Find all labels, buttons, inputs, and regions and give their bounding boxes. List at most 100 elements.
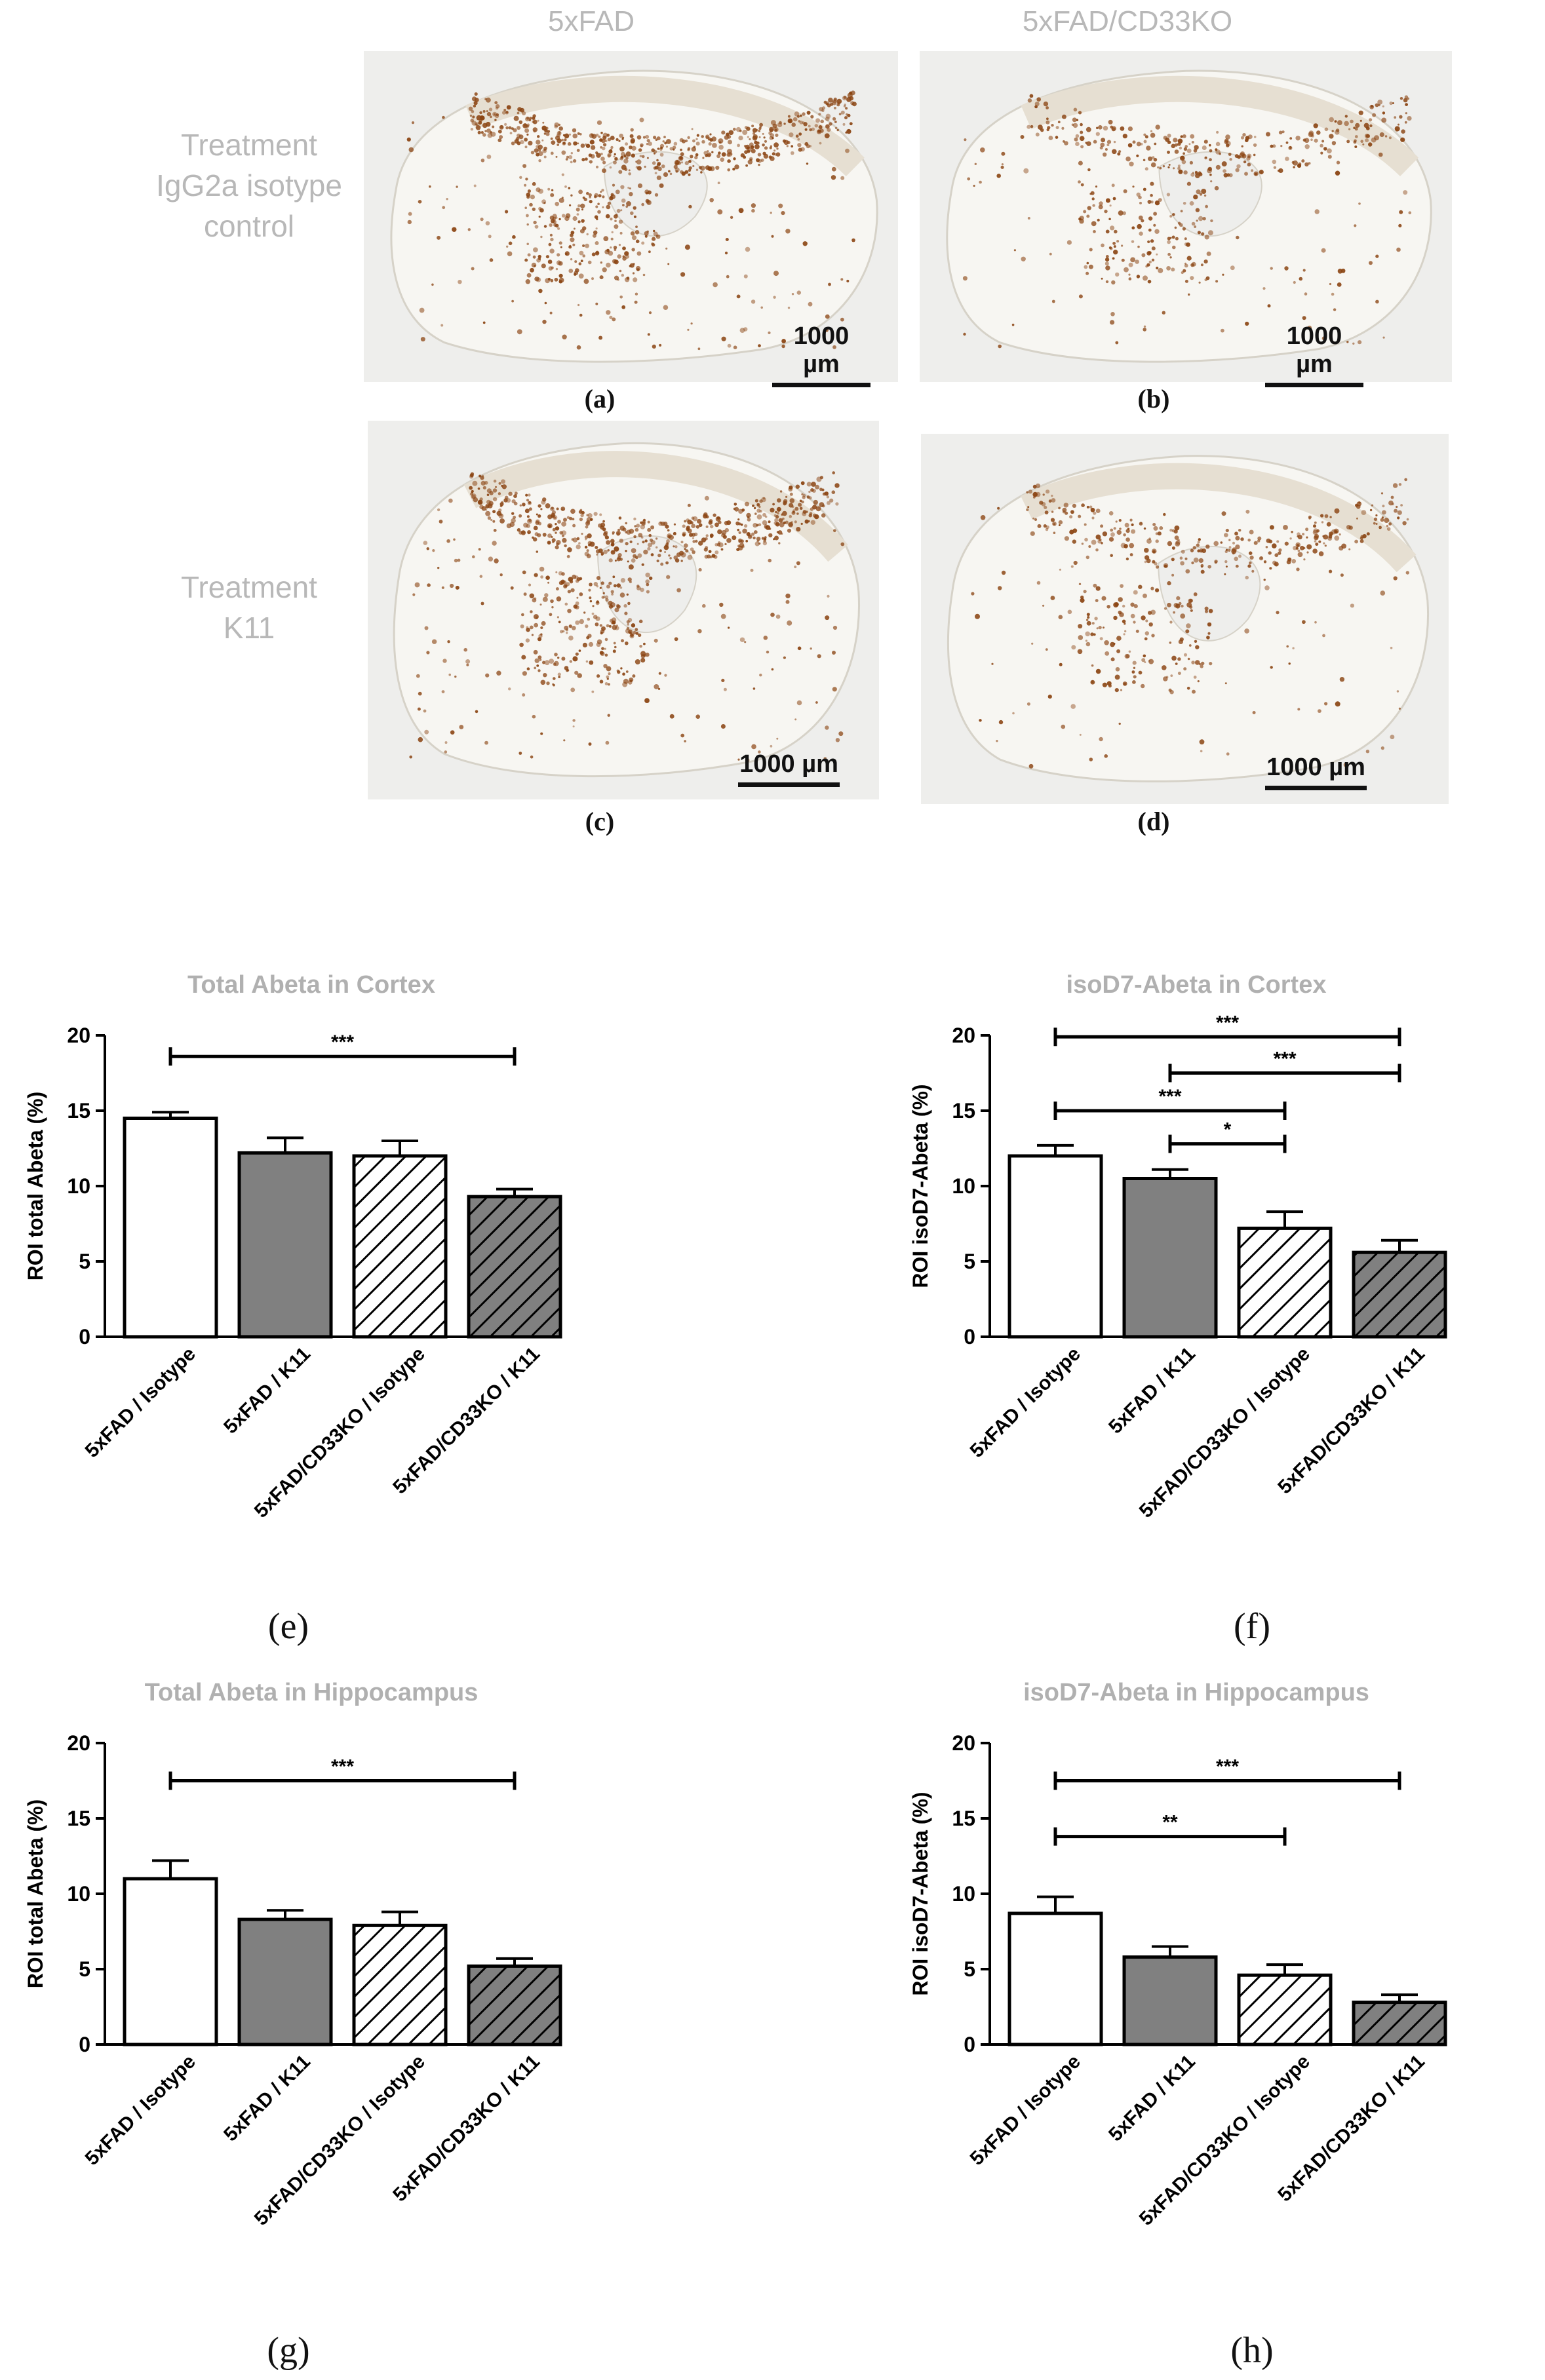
panel-label-e: (e): [267, 1606, 309, 1647]
scale-bar-line: [1265, 383, 1363, 387]
brain-section-a: [390, 69, 878, 363]
bar: [1237, 1226, 1333, 1339]
x-tick-label: 5xFAD / Isotype: [81, 2051, 200, 2170]
y-tick-label: 0: [79, 2033, 90, 2056]
row-header-k11: Treatment K11: [138, 567, 361, 648]
significance-label: *: [1224, 1119, 1232, 1141]
column-header-5xfad: 5xFAD: [547, 5, 635, 37]
y-tick-label: 5: [964, 1250, 975, 1273]
panel-label-h: (h): [1230, 2330, 1274, 2371]
y-tick-label: 5: [79, 1957, 90, 1981]
x-tick-label: 5xFAD / Isotype: [81, 1343, 200, 1462]
y-tick-label: 15: [952, 1099, 975, 1123]
y-tick-label: 10: [67, 1882, 90, 1906]
scale-bar-line: [1265, 786, 1367, 790]
scale-bar-label: 1000 µm: [739, 750, 838, 778]
panel-label-d: (d): [1137, 807, 1170, 836]
bar: [467, 1195, 562, 1339]
panel-label-a: (a): [584, 384, 616, 413]
panel-label-c: (c): [585, 807, 615, 836]
chart-isod7-abeta-hippocampus: isoD7-Abeta in Hippocampus ROI isoD7-Abet…: [905, 1678, 1527, 2267]
x-tick-label: 5xFAD / K11: [1105, 1343, 1200, 1438]
scale-bar-line: [772, 383, 870, 387]
x-tick-label: 5xFAD / K11: [220, 1343, 315, 1438]
scale-bar-d: 1000 µm: [1265, 754, 1367, 790]
micrograph-c: [368, 421, 879, 799]
y-axis-label: ROI isoD7-Abeta (%): [909, 1792, 932, 1995]
row-header-line: IgG2a isotype: [156, 168, 342, 202]
panel-label-g: (g): [267, 2330, 310, 2371]
micrograph-d: [921, 434, 1449, 804]
chart-total-abeta-cortex: Total Abeta in Cortex ROI total Abeta (%)…: [20, 970, 642, 1560]
x-tick-label: 5xFAD / K11: [220, 2051, 315, 2146]
row-header-line: Treatment: [181, 570, 317, 604]
scale-bar-label: 1000 µm: [1286, 322, 1342, 378]
x-tick-label: 5xFAD / Isotype: [966, 1343, 1085, 1462]
y-tick-label: 20: [952, 1731, 975, 1755]
y-tick-label: 10: [952, 1174, 975, 1198]
y-tick-label: 10: [952, 1882, 975, 1906]
scale-bar-a: 1000 µm: [772, 322, 870, 387]
y-tick-label: 15: [952, 1807, 975, 1830]
significance-label: **: [1162, 1812, 1178, 1833]
brain-section-d: [947, 455, 1430, 782]
y-tick-label: 5: [964, 1957, 975, 1981]
y-tick-label: 15: [67, 1099, 90, 1123]
micrograph-b: [920, 51, 1452, 382]
x-tick-label: 5xFAD / K11: [1105, 2051, 1200, 2146]
y-tick-label: 20: [952, 1024, 975, 1047]
micrograph-a: [364, 51, 898, 382]
panel-label-f: (f): [1234, 1606, 1270, 1647]
significance-label: ***: [1158, 1086, 1181, 1107]
chart-title: Total Abeta in Cortex: [187, 971, 435, 999]
scale-bar-c: 1000 µm: [738, 750, 840, 787]
chart-total-abeta-hippocampus: Total Abeta in Hippocampus ROI total Abet…: [20, 1678, 642, 2267]
scale-bar-label: 1000 µm: [1266, 754, 1365, 781]
panel-label-b: (b): [1137, 384, 1170, 413]
bar: [1237, 1973, 1333, 2046]
brain-section-c: [393, 442, 861, 778]
chart-isod7-abeta-cortex: isoD7-Abeta in Cortex ROI isoD7-Abeta (%)…: [905, 970, 1527, 1560]
brain-section-b: [946, 69, 1432, 363]
bar: [467, 1964, 562, 2046]
y-tick-label: 20: [67, 1731, 90, 1755]
significance-label: ***: [1216, 1756, 1239, 1778]
y-axis-label: ROI isoD7-Abeta (%): [909, 1084, 932, 1288]
bar: [352, 1154, 448, 1339]
column-header-5xfad-cd33ko: 5xFAD/CD33KO: [1022, 5, 1233, 37]
bar: [1122, 1177, 1218, 1339]
significance-label: ***: [331, 1031, 354, 1053]
y-axis-label: ROI total Abeta (%): [24, 1799, 47, 1989]
significance-label: ***: [331, 1756, 354, 1778]
scale-bar-b: 1000 µm: [1265, 322, 1363, 387]
chart-title: Total Abeta in Hippocampus: [145, 1679, 479, 1706]
y-tick-label: 20: [67, 1024, 90, 1047]
y-tick-label: 5: [79, 1250, 90, 1273]
bar: [1007, 1911, 1103, 2046]
row-header-line: Treatment: [181, 128, 317, 162]
bar: [1122, 1955, 1218, 2046]
row-header-isotype: Treatment IgG2a isotype control: [138, 125, 361, 246]
y-tick-label: 15: [67, 1807, 90, 1830]
bar: [237, 1917, 333, 2046]
chart-title: isoD7-Abeta in Cortex: [1066, 971, 1327, 999]
y-tick-label: 0: [79, 1325, 90, 1349]
bar: [123, 1117, 218, 1339]
y-tick-label: 0: [964, 1325, 975, 1349]
bar: [1007, 1154, 1103, 1339]
significance-label: ***: [1273, 1048, 1296, 1070]
y-tick-label: 0: [964, 2033, 975, 2056]
row-header-line: K11: [223, 611, 275, 645]
scale-bar-label: 1000 µm: [793, 322, 850, 378]
chart-title: isoD7-Abeta in Hippocampus: [1023, 1679, 1369, 1706]
bar: [123, 1877, 218, 2046]
significance-label: ***: [1216, 1012, 1239, 1033]
y-axis-label: ROI total Abeta (%): [24, 1092, 47, 1281]
bar: [237, 1151, 333, 1339]
bar: [1352, 1250, 1447, 1339]
x-tick-label: 5xFAD / Isotype: [966, 2051, 1085, 2170]
bar: [352, 1923, 448, 2046]
bar: [1352, 2001, 1447, 2046]
scale-bar-line: [738, 782, 840, 787]
y-tick-label: 10: [67, 1174, 90, 1198]
